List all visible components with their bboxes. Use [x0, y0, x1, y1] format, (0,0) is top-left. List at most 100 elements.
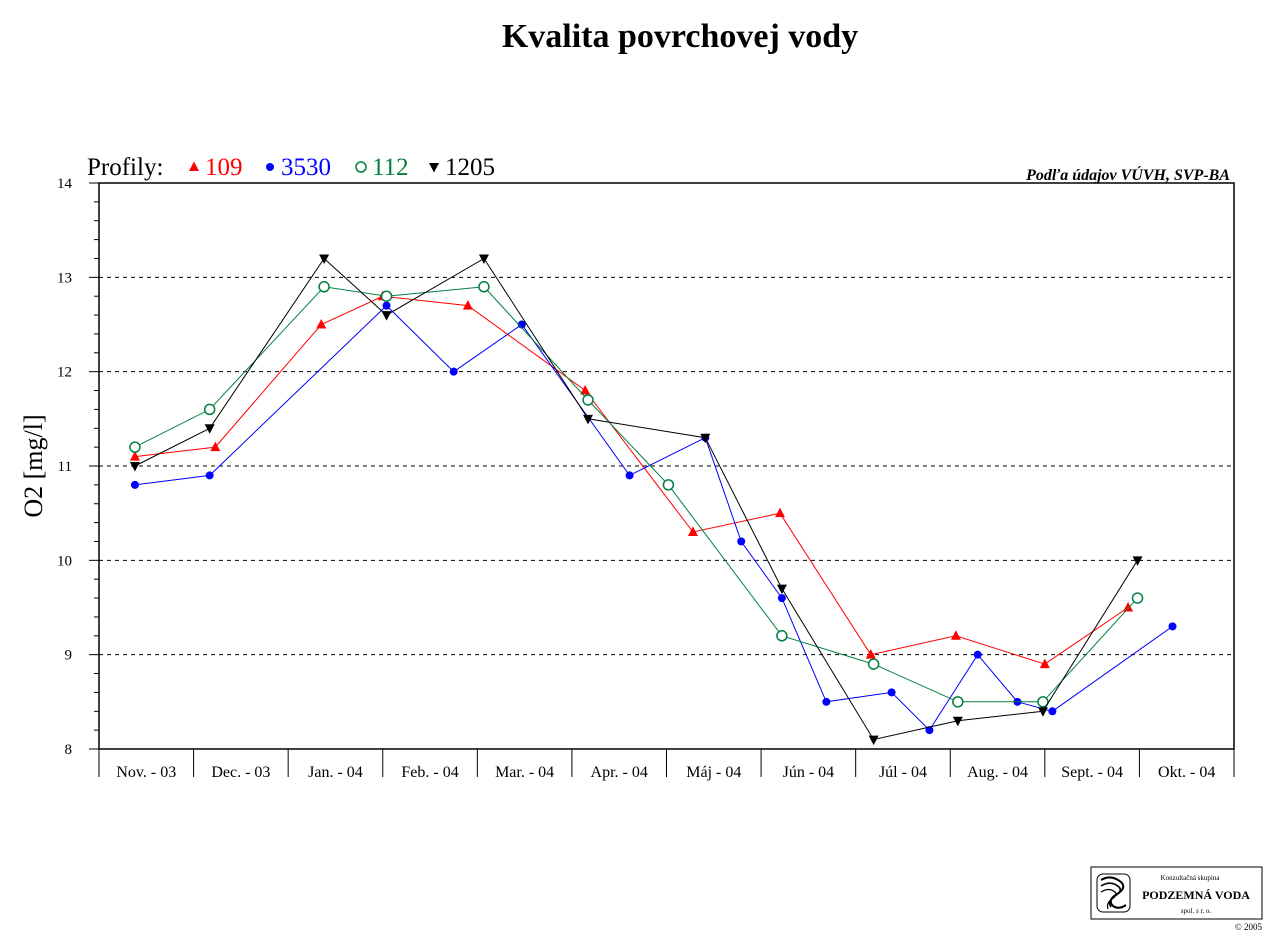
series-layer — [129, 254, 1177, 746]
chart-title: Kvalita povrchovej vody — [502, 18, 858, 55]
data-point — [462, 300, 473, 310]
x-tick-label: Jan. - 04 — [308, 764, 363, 781]
series-3530 — [130, 301, 1177, 735]
legend-label: 109 — [205, 154, 243, 181]
data-point — [205, 471, 214, 480]
data-point — [318, 281, 330, 293]
y-tick-label: 12 — [57, 365, 72, 381]
data-point — [700, 433, 711, 444]
data-point — [129, 441, 141, 453]
legend-label: 3530 — [281, 154, 331, 181]
series-line — [134, 257, 1138, 741]
x-axis: Nov. - 03 Dec. - 03 Jan. - 04 Feb. - 04 Mar.… — [98, 749, 1235, 781]
logo-line3: spol. s r. o. — [1181, 907, 1212, 915]
data-point — [865, 649, 876, 659]
x-tick-label: Sept. - 04 — [1061, 764, 1123, 781]
data-point — [210, 441, 221, 452]
data-point — [580, 385, 591, 395]
legend-prefix: Profily: — [87, 154, 163, 181]
data-point — [867, 658, 880, 670]
data-point — [380, 290, 393, 302]
y-tick-label: 14 — [57, 176, 73, 192]
data-point — [478, 254, 489, 264]
data-point — [887, 688, 896, 697]
data-point — [449, 367, 458, 376]
data-point — [1039, 658, 1050, 669]
series-line — [134, 286, 1138, 703]
data-point — [582, 414, 593, 425]
data-point — [973, 650, 982, 659]
y-tick-label: 8 — [65, 742, 73, 758]
x-tick-label: Júl - 04 — [879, 764, 927, 781]
plot-frame — [98, 182, 1235, 750]
x-tick-label: Okt. - 04 — [1158, 764, 1215, 781]
legend-label: 1205 — [445, 154, 495, 181]
series-109 — [129, 290, 1134, 669]
gridlines — [99, 276, 1234, 656]
data-point — [777, 594, 786, 603]
data-point — [130, 480, 139, 489]
data-point — [776, 630, 788, 642]
data-point — [381, 311, 392, 321]
series-line — [134, 304, 1173, 731]
y-tick-label: 11 — [58, 459, 72, 475]
data-point — [204, 424, 215, 434]
data-point — [382, 301, 391, 310]
data-point — [625, 471, 634, 480]
legend-marker — [429, 163, 439, 173]
data-point — [1132, 556, 1143, 566]
data-point — [1048, 707, 1057, 716]
logo-copyright: © 2005 — [1235, 922, 1263, 932]
data-point — [737, 537, 746, 546]
data-point — [517, 320, 526, 329]
logo-line2: PODZEMNÁ VODA — [1142, 888, 1250, 902]
series-line — [134, 295, 1129, 665]
data-point — [478, 281, 490, 293]
series-112 — [129, 281, 1144, 708]
x-tick-label: Mar. - 04 — [495, 764, 554, 781]
data-point — [129, 451, 140, 461]
legend-items: 109 3530 112 1205 — [189, 154, 495, 181]
data-point — [1123, 602, 1134, 612]
legend-marker — [355, 161, 367, 173]
y-tick-label: 10 — [57, 553, 72, 569]
data-point — [129, 462, 140, 472]
x-tick-label: Feb. - 04 — [401, 764, 458, 781]
legend-marker — [266, 163, 274, 171]
data-point — [582, 394, 594, 406]
x-tick-label: Jún - 04 — [783, 764, 835, 781]
data-point — [203, 403, 216, 416]
y-tick-label: 9 — [65, 648, 73, 664]
data-point — [1168, 622, 1177, 631]
data-point — [776, 584, 787, 595]
data-point — [316, 319, 327, 329]
company-logo: Konzultačná skupina PODZEMNÁ VODA spol. … — [1090, 866, 1263, 932]
legend-marker — [189, 161, 199, 171]
data-point — [687, 526, 698, 537]
data-point — [952, 716, 963, 727]
x-tick-label: Nov. - 03 — [116, 764, 176, 781]
data-point — [952, 696, 964, 708]
data-point — [868, 735, 879, 746]
legend-label: 112 — [372, 154, 409, 181]
x-tick-label: Dec. - 03 — [211, 764, 270, 781]
data-point — [925, 726, 934, 735]
y-tick-label: 13 — [57, 270, 72, 286]
data-point — [1037, 696, 1049, 708]
y-axis-label: O2 [mg/l] — [19, 414, 48, 517]
data-point — [319, 254, 330, 264]
data-point — [662, 479, 675, 491]
logo-line1: Konzultačná skupina — [1161, 874, 1221, 882]
data-point — [775, 507, 785, 518]
data-point — [1037, 707, 1048, 717]
x-tick-label: Apr. - 04 — [591, 764, 648, 781]
x-tick-label: Máj - 04 — [686, 764, 741, 781]
data-point — [822, 697, 831, 706]
series-1205 — [129, 254, 1143, 746]
logo-mark-icon — [1096, 873, 1131, 913]
legend: Profily: 109 3530 112 1205 — [87, 154, 495, 181]
source-note: Podľa údajov VÚVH, SVP-BA — [1025, 165, 1230, 184]
x-tick-label: Aug. - 04 — [967, 764, 1028, 781]
y-axis: 8 9 10 11 12 13 14 — [57, 176, 99, 758]
